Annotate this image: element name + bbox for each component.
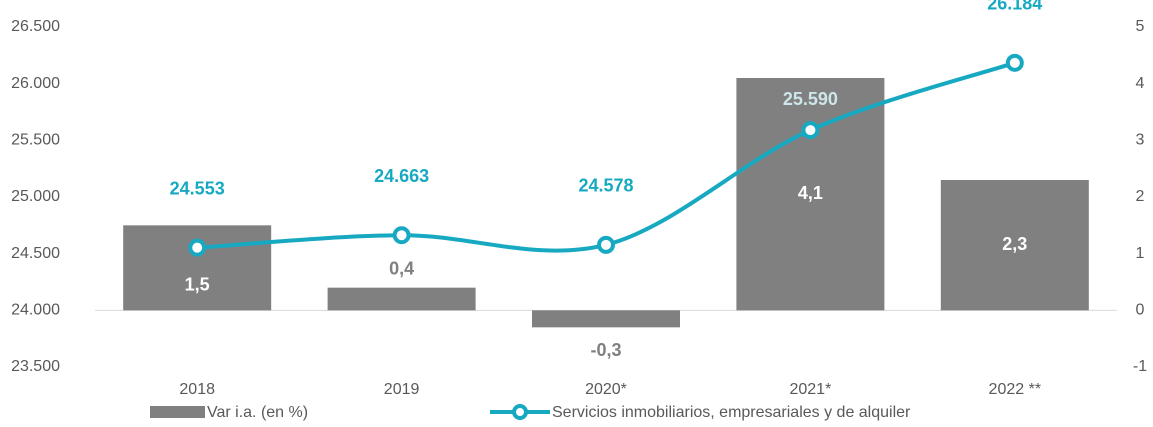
line-value-label: 26.184 (987, 0, 1042, 14)
line-marker (392, 226, 411, 245)
line-marker (597, 235, 615, 254)
line (197, 60, 1016, 253)
bar-value-label: -0,3 (590, 340, 621, 360)
legend-label: Servicios inmobiliarios, empresariales y… (552, 404, 911, 421)
y2-tick-label: 1 (1136, 245, 1145, 262)
line-value-label: 24.553 (170, 178, 225, 198)
line-marker (188, 238, 207, 257)
x-tick-label: 2021* (789, 381, 831, 398)
line-value-label: 24.663 (374, 166, 429, 186)
y2-tick-label: 0 (1136, 302, 1145, 319)
y2-tick-label: 5 (1136, 18, 1145, 35)
y-tick-label: 25.500 (11, 132, 60, 149)
y2-tick-label: -1 (1133, 358, 1147, 375)
y-tick-label: 26.000 (11, 75, 60, 92)
y-tick-label: 24.000 (11, 302, 60, 319)
y-tick-label: 26.500 (11, 18, 60, 35)
y2-tick-label: 2 (1136, 188, 1145, 205)
x-tick-label: 2022 ** (989, 381, 1042, 398)
y-tick-label: 25.000 (11, 188, 60, 205)
legend-swatch (150, 406, 205, 418)
bar (123, 225, 272, 311)
x-tick-label: 2020* (585, 381, 627, 398)
line-marker (1005, 53, 1024, 72)
line-value-label: 24.578 (578, 176, 633, 196)
line-value-label: 25.590 (783, 89, 838, 109)
bar (736, 78, 885, 311)
bar (327, 287, 476, 311)
bar-value-label: 4,1 (798, 183, 823, 203)
y2-tick-label: 4 (1136, 75, 1145, 92)
bar-value-label: 0,4 (389, 258, 414, 278)
legend-label: Var i.a. (en %) (207, 404, 308, 421)
x-tick-label: 2019 (384, 381, 420, 398)
bar-value-label: 1,5 (185, 275, 210, 295)
line-marker (801, 121, 820, 140)
bar (940, 180, 1089, 311)
y-tick-label: 23.500 (11, 358, 60, 375)
x-tick-label: 2018 (179, 381, 215, 398)
bar (532, 310, 680, 328)
bar-value-label: 2,3 (1002, 234, 1027, 254)
y2-tick-label: 3 (1136, 132, 1145, 149)
y-tick-label: 24.500 (11, 245, 60, 262)
legend-marker (512, 404, 528, 420)
